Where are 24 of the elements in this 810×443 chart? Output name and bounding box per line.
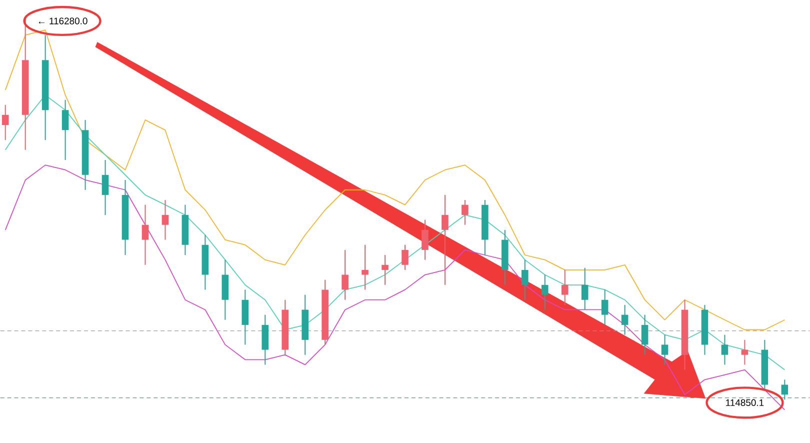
candlestick (721, 334, 728, 366)
annotation: 114850.1 (726, 399, 764, 406)
candlestick (142, 204, 149, 266)
annotation: ← 116280.0 (38, 18, 88, 25)
candlestick (601, 289, 608, 326)
candlestick (402, 244, 408, 271)
candlestick (661, 334, 668, 366)
candlestick (581, 268, 588, 310)
candlestick (362, 244, 368, 290)
candlestick (422, 219, 428, 260)
candlestick (342, 250, 348, 301)
candlestick (442, 194, 448, 286)
candlestick (382, 254, 388, 286)
candlestick (741, 340, 748, 366)
candlestick (621, 304, 628, 336)
candlestick (641, 314, 648, 356)
candlestick (541, 274, 548, 310)
candlestick (102, 160, 109, 216)
candlestick (162, 200, 169, 240)
candlestick (2, 104, 9, 141)
candlestick (462, 200, 468, 226)
candlestick (522, 259, 528, 301)
candlestick (62, 100, 69, 161)
candlestick (561, 270, 568, 306)
